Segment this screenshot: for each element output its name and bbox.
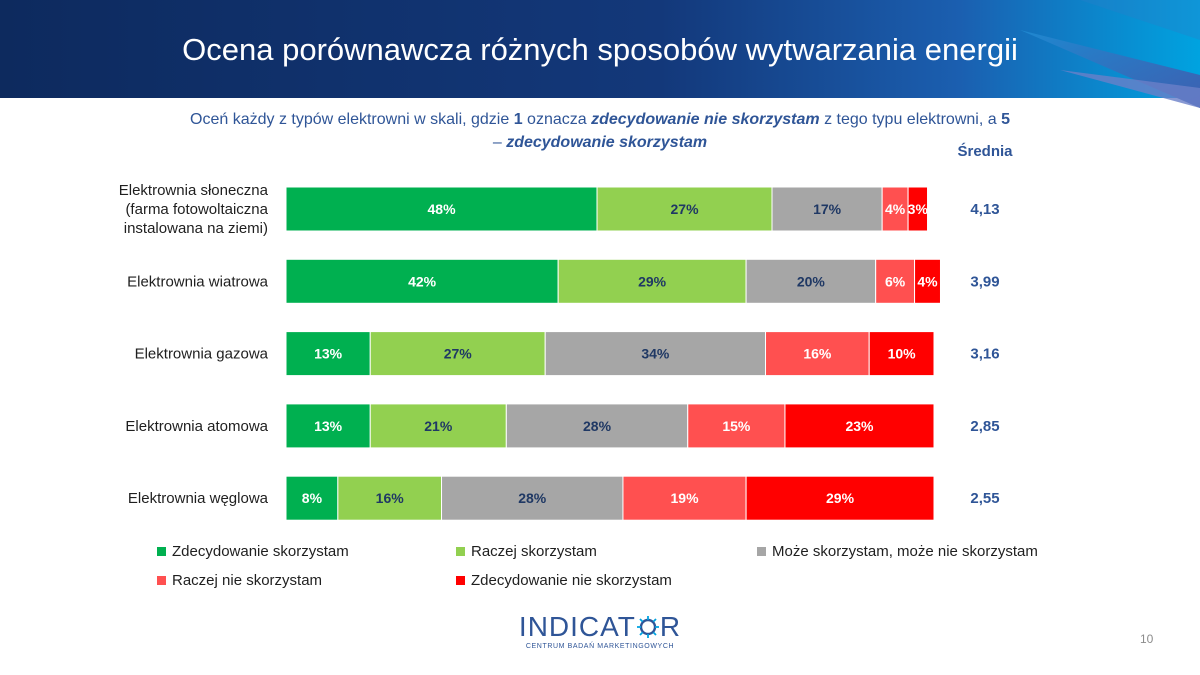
legend-label: Raczej skorzystam	[471, 543, 597, 560]
bar-segment	[784, 403, 935, 449]
average-value: 2,85	[970, 418, 999, 435]
page-number: 10	[1140, 632, 1154, 646]
bar-value-label: 17%	[813, 201, 842, 217]
question-text: Oceń każdy z typów elektrowni w skali, g…	[190, 111, 1010, 151]
bar-segment	[745, 258, 877, 304]
bar-segment	[544, 331, 767, 377]
category-label: Elektrownia atomowa	[125, 418, 268, 435]
bar-value-label: 27%	[671, 201, 700, 217]
logo-word-left: INDICAT	[518, 611, 636, 642]
bar-segment	[285, 258, 559, 304]
bar-value-label: 21%	[424, 418, 453, 434]
bar-value-label: 4%	[885, 201, 906, 217]
bar-value-label: 10%	[888, 346, 917, 362]
bar-value-label: 23%	[845, 418, 874, 434]
legend-swatch	[757, 547, 766, 556]
legend-swatch	[157, 576, 166, 585]
legend-label: Może skorzystam, może nie skorzystam	[772, 543, 1038, 560]
bar-value-label: 42%	[408, 273, 437, 289]
bar-value-label: 15%	[722, 418, 751, 434]
bar-segment	[868, 331, 935, 377]
bar-value-label: 4%	[917, 273, 938, 289]
stacked-bar-chart: Elektrownia słoneczna (farma fotowoltaicz…	[119, 182, 1000, 521]
bar-value-label: 3%	[908, 201, 929, 217]
bar-value-label: 29%	[826, 490, 855, 506]
bar-segment	[596, 186, 773, 232]
bar-value-label: 20%	[797, 273, 826, 289]
indicator-logo: INDICAT R CENTRUM BADAŃ MARKETINGOWYCH	[480, 611, 720, 651]
bar-segment	[369, 331, 546, 377]
legend-swatch	[157, 547, 166, 556]
bar-value-label: 16%	[803, 346, 832, 362]
bar-value-label: 16%	[376, 490, 405, 506]
legend-item: Zdecydowanie skorzystam	[157, 543, 349, 560]
logo-subtitle: CENTRUM BADAŃ MARKETINGOWYCH	[525, 643, 675, 650]
bar-segment	[765, 331, 870, 377]
bar-segment	[745, 475, 935, 521]
legend-item: Raczej nie skorzystam	[157, 572, 322, 589]
bar-value-label: 8%	[302, 490, 323, 506]
average-value: 2,55	[970, 490, 999, 507]
page-title: Ocena porównawcza różnych sposobów wytwa…	[182, 32, 1018, 67]
bar-segment	[441, 475, 624, 521]
bar-value-label: 29%	[638, 273, 667, 289]
logo-word-right: R	[659, 611, 682, 642]
bar-segment	[505, 403, 689, 449]
legend-label: Raczej nie skorzystam	[172, 572, 323, 589]
legend-label: Zdecydowanie nie skorzystam	[471, 572, 672, 589]
legend-label: Zdecydowanie skorzystam	[172, 543, 349, 560]
legend-item: Zdecydowanie nie skorzystam	[456, 572, 672, 589]
bar-value-label: 27%	[444, 346, 473, 362]
bar-value-label: 13%	[314, 418, 343, 434]
bar-segment	[622, 475, 747, 521]
bar-value-label: 6%	[885, 273, 906, 289]
legend-item: Raczej skorzystam	[456, 543, 597, 560]
legend-swatch	[456, 547, 465, 556]
average-value: 3,16	[970, 346, 999, 363]
bar-segment	[881, 186, 909, 232]
average-value: 4,13	[970, 201, 999, 218]
bar-segment	[369, 403, 507, 449]
category-label: Elektrownia węglowa	[128, 490, 269, 507]
average-header: Średnia	[957, 143, 1013, 160]
bar-segment	[687, 403, 786, 449]
bar-segment	[907, 186, 929, 232]
bar-value-label: 28%	[518, 490, 547, 506]
legend-item: Może skorzystam, może nie skorzystam	[757, 543, 1038, 560]
bar-segment	[771, 186, 883, 232]
title-banner	[0, 0, 1200, 108]
category-label: Elektrownia gazowa	[135, 346, 269, 363]
logo-sun-icon	[636, 616, 659, 638]
category-label: Elektrownia wiatrowa	[127, 273, 269, 290]
bar-value-label: 48%	[428, 201, 457, 217]
bar-segment	[285, 403, 371, 449]
bar-value-label: 19%	[671, 490, 700, 506]
bar-segment	[285, 475, 339, 521]
legend-swatch	[456, 576, 465, 585]
bar-segment	[914, 258, 941, 304]
bar-segment	[337, 475, 443, 521]
bar-value-label: 13%	[314, 346, 343, 362]
category-label: Elektrownia słoneczna (farma fotowoltaicz…	[119, 182, 269, 237]
bar-value-label: 28%	[583, 418, 612, 434]
bar-value-label: 34%	[641, 346, 670, 362]
average-value: 3,99	[970, 273, 999, 290]
